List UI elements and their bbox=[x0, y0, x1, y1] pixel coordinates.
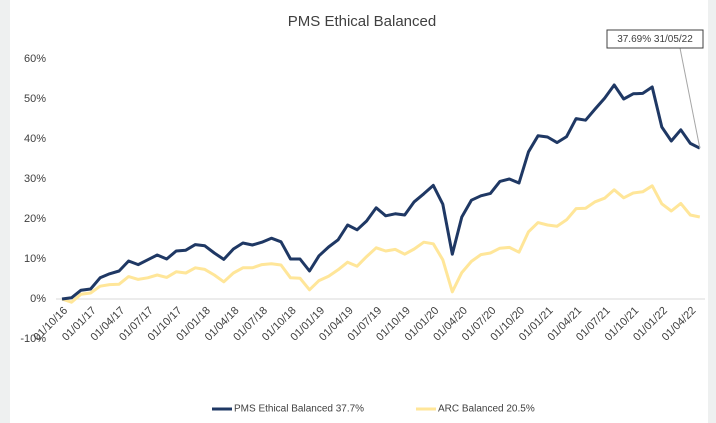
y-tick-label: 20% bbox=[24, 213, 46, 225]
series-line bbox=[61, 83, 701, 301]
chart-panel bbox=[10, 0, 708, 423]
y-tick-label: 60% bbox=[24, 53, 46, 65]
y-tick-label: 50% bbox=[24, 93, 46, 105]
legend-label: PMS Ethical Balanced 37.7% bbox=[234, 404, 364, 415]
series-line bbox=[61, 184, 701, 304]
chart-title: PMS Ethical Balanced bbox=[288, 13, 436, 30]
annotation-text: 37.69% 31/05/22 bbox=[617, 34, 693, 45]
y-tick-label: 30% bbox=[24, 173, 46, 185]
annotation-box bbox=[606, 29, 704, 49]
legend-label: ARC Balanced 20.5% bbox=[438, 404, 535, 415]
y-tick-label: -10% bbox=[20, 333, 46, 345]
y-tick-label: 0% bbox=[30, 293, 46, 305]
annotation-leader bbox=[679, 47, 701, 149]
y-tick-label: 10% bbox=[24, 253, 46, 265]
y-tick-label: 40% bbox=[24, 133, 46, 145]
